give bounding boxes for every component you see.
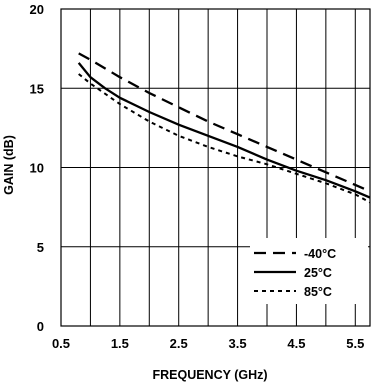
- legend-label: 25°C: [304, 266, 332, 280]
- tick-labels: 0.5 1.5 2.5 3.5 4.5 5.5 0 5 10 15 20: [30, 2, 365, 351]
- x-tick-label: 3.5: [229, 336, 247, 351]
- x-axis-label: FREQUENCY (GHz): [152, 368, 267, 382]
- legend-label: -40°C: [304, 247, 336, 261]
- x-tick-label: 4.5: [287, 336, 305, 351]
- x-tick-label: 5.5: [346, 336, 364, 351]
- y-tick-label: 5: [37, 240, 44, 255]
- y-tick-label: 20: [30, 2, 44, 17]
- series-line-dashed: [78, 52, 371, 193]
- legend: -40°C 25°C 85°C: [250, 238, 368, 304]
- x-tick-label: 2.5: [170, 336, 188, 351]
- x-tick-label: 0.5: [52, 336, 70, 351]
- legend-label: 85°C: [304, 285, 332, 299]
- y-tick-label: 0: [37, 319, 44, 334]
- series-line-solid: [77, 62, 371, 199]
- y-tick-label: 15: [30, 81, 44, 96]
- x-tick-label: 1.5: [111, 336, 129, 351]
- y-axis-label: GAIN (dB): [2, 135, 16, 195]
- y-tick-label: 10: [30, 161, 44, 176]
- plot-frame: [60, 8, 371, 327]
- series-lines: [77, 52, 371, 204]
